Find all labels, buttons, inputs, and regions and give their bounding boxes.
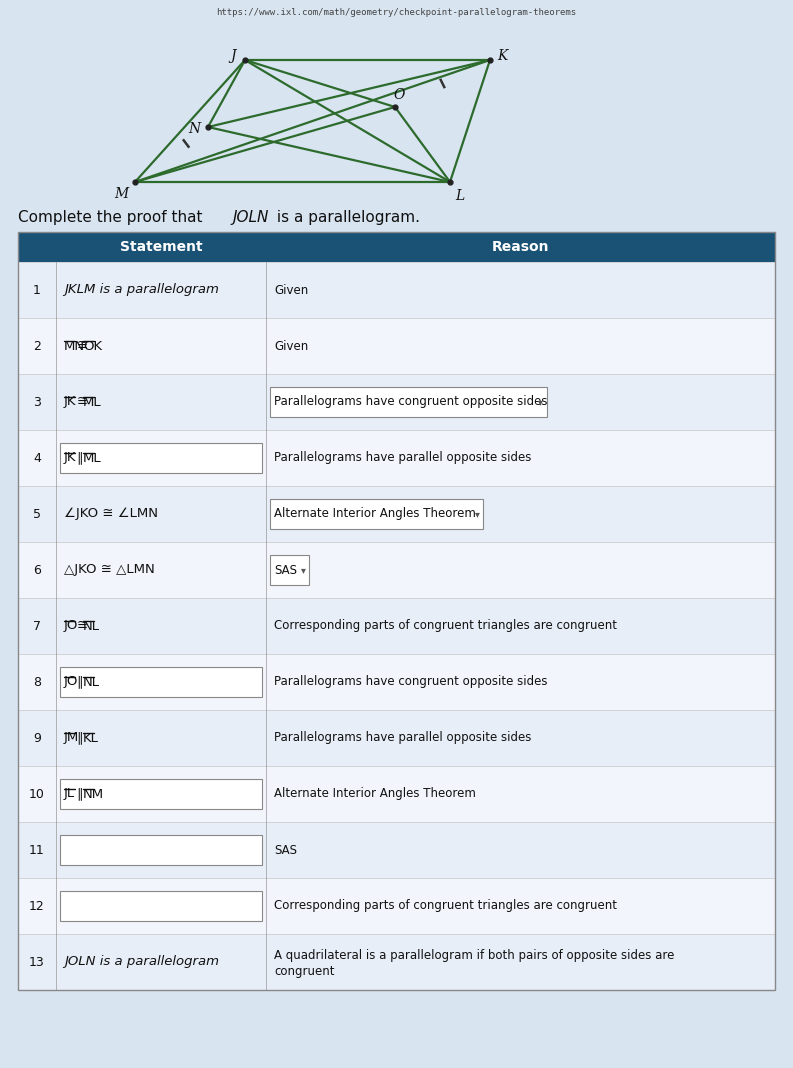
Text: Parallelograms have congruent opposite sides: Parallelograms have congruent opposite s… — [274, 675, 547, 689]
Text: NL: NL — [83, 675, 100, 689]
Text: ≅: ≅ — [76, 619, 87, 632]
Bar — [270, 388, 547, 417]
Text: JOLN is a parallelogram: JOLN is a parallelogram — [64, 956, 219, 969]
Text: KL: KL — [83, 732, 99, 744]
Bar — [270, 555, 309, 584]
Bar — [60, 780, 262, 808]
Text: JOLN: JOLN — [233, 210, 270, 225]
Text: ∥: ∥ — [76, 787, 83, 801]
Text: JK: JK — [64, 395, 76, 408]
Text: Parallelograms have parallel opposite sides: Parallelograms have parallel opposite si… — [274, 732, 531, 744]
Text: Given: Given — [274, 340, 308, 352]
Text: A quadrilateral is a parallelogram if both pairs of opposite sides are: A quadrilateral is a parallelogram if bo… — [274, 948, 674, 961]
Text: ≅: ≅ — [76, 395, 87, 408]
Text: Reason: Reason — [492, 240, 550, 254]
Text: JKLM is a parallelogram: JKLM is a parallelogram — [64, 283, 219, 297]
Bar — [18, 710, 775, 766]
Bar — [60, 835, 262, 865]
Text: JL: JL — [64, 787, 75, 801]
Text: 10: 10 — [29, 787, 45, 801]
Text: https://www.ixl.com/math/geometry/checkpoint-parallelogram-theorems: https://www.ixl.com/math/geometry/checkp… — [216, 7, 576, 17]
Text: N: N — [188, 122, 200, 136]
Text: ML: ML — [83, 452, 102, 465]
Text: O: O — [393, 88, 404, 103]
Text: NM: NM — [83, 787, 104, 801]
Text: Parallelograms have parallel opposite sides: Parallelograms have parallel opposite si… — [274, 452, 531, 465]
Bar — [18, 766, 775, 822]
Text: ∥: ∥ — [76, 452, 83, 465]
Text: JK: JK — [64, 452, 76, 465]
Bar — [18, 822, 775, 878]
Bar — [18, 878, 775, 934]
Bar — [18, 486, 775, 541]
Text: L: L — [455, 189, 465, 203]
Bar — [60, 443, 262, 472]
Text: 8: 8 — [33, 675, 41, 689]
Text: 11: 11 — [29, 844, 45, 857]
Text: Statement: Statement — [120, 240, 202, 254]
Text: 1: 1 — [33, 283, 41, 297]
Text: JO: JO — [64, 619, 79, 632]
Bar — [18, 262, 775, 318]
Text: △JKO ≅ △LMN: △JKO ≅ △LMN — [64, 564, 155, 577]
Text: SAS: SAS — [274, 564, 297, 577]
Text: JO: JO — [64, 675, 79, 689]
Text: ∥: ∥ — [76, 732, 83, 744]
Text: congruent: congruent — [274, 965, 335, 978]
Text: Complete the proof that: Complete the proof that — [18, 210, 208, 225]
Text: 6: 6 — [33, 564, 41, 577]
Text: 4: 4 — [33, 452, 41, 465]
Bar — [270, 500, 484, 529]
Text: OK: OK — [83, 340, 102, 352]
Text: Corresponding parts of congruent triangles are congruent: Corresponding parts of congruent triangl… — [274, 619, 617, 632]
Text: ▾: ▾ — [538, 397, 543, 407]
Text: ∠JKO ≅ ∠LMN: ∠JKO ≅ ∠LMN — [64, 507, 158, 520]
Text: is a parallelogram.: is a parallelogram. — [272, 210, 420, 225]
Text: K: K — [496, 49, 508, 63]
Text: Parallelograms have congruent opposite sides: Parallelograms have congruent opposite s… — [274, 395, 547, 408]
Bar — [18, 430, 775, 486]
Bar — [18, 934, 775, 990]
Bar — [18, 654, 775, 710]
Text: Alternate Interior Angles Theorem: Alternate Interior Angles Theorem — [274, 507, 476, 520]
Text: ∥: ∥ — [76, 675, 83, 689]
Text: NL: NL — [83, 619, 100, 632]
Text: 5: 5 — [33, 507, 41, 520]
Text: MN: MN — [64, 340, 85, 352]
Text: 9: 9 — [33, 732, 41, 744]
Text: 7: 7 — [33, 619, 41, 632]
Text: JM: JM — [64, 732, 79, 744]
Bar — [60, 668, 262, 696]
Text: ML: ML — [83, 395, 102, 408]
Text: ▾: ▾ — [301, 565, 305, 575]
Text: Corresponding parts of congruent triangles are congruent: Corresponding parts of congruent triangl… — [274, 899, 617, 912]
Bar — [18, 541, 775, 598]
Text: Given: Given — [274, 283, 308, 297]
Text: Alternate Interior Angles Theorem: Alternate Interior Angles Theorem — [274, 787, 476, 801]
Text: 2: 2 — [33, 340, 41, 352]
Bar — [60, 892, 262, 921]
Bar — [18, 232, 775, 262]
Text: J: J — [230, 49, 236, 63]
Bar — [18, 318, 775, 374]
Text: ≅: ≅ — [76, 340, 87, 352]
Bar — [18, 598, 775, 654]
Text: ▾: ▾ — [474, 509, 480, 519]
Text: 3: 3 — [33, 395, 41, 408]
Text: M: M — [114, 187, 128, 201]
Bar — [18, 232, 775, 990]
Text: 12: 12 — [29, 899, 45, 912]
Text: SAS: SAS — [274, 844, 297, 857]
Bar — [18, 374, 775, 430]
Text: 13: 13 — [29, 956, 45, 969]
